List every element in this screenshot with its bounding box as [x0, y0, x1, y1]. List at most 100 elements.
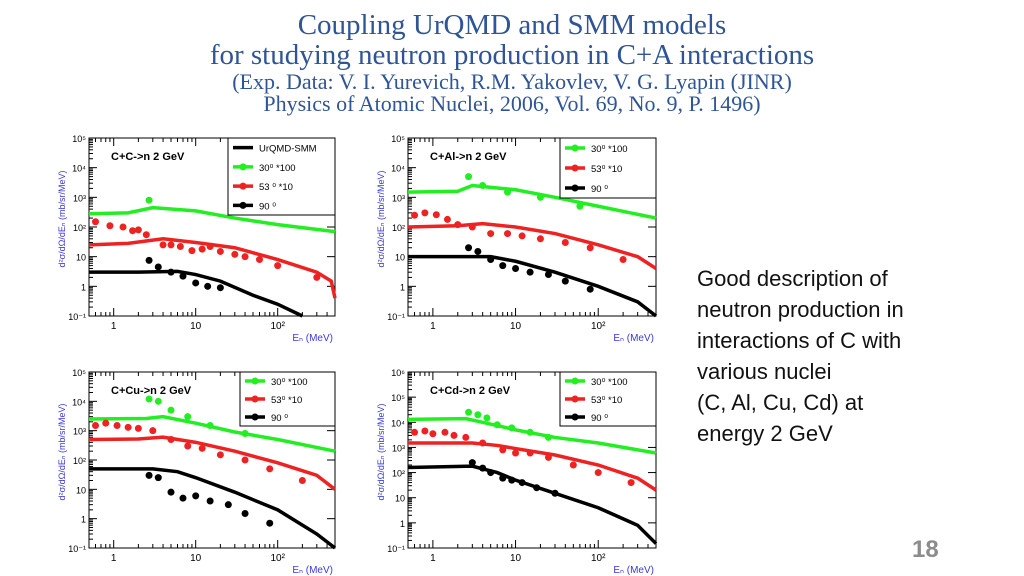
y-tick-label: 1: [400, 282, 405, 292]
data-point: [313, 273, 321, 281]
legend-marker: [571, 144, 579, 152]
chart-1: 1 10 10² 10⁻¹ 1 10 10² 10³ 10⁴ 10⁵ Eₙ (MeV) d²σ/dΩ/…: [57, 134, 337, 344]
data-point: [154, 474, 162, 482]
legend-label: 53⁰ *10: [591, 395, 622, 406]
series-3: [407, 459, 658, 545]
y-tick-label: 10: [395, 494, 405, 504]
data-point: [241, 456, 249, 464]
data-point: [468, 223, 476, 231]
data-point: [526, 449, 534, 457]
y-tick-label: 10⁵: [72, 134, 86, 144]
y-tick-label: 10⁻¹: [68, 312, 86, 322]
x-tick-label: 10²: [591, 321, 606, 332]
data-point: [206, 422, 214, 430]
model-line: [88, 237, 337, 299]
data-point: [204, 282, 212, 290]
data-point: [224, 501, 232, 509]
data-point: [149, 427, 157, 435]
data-point: [479, 182, 487, 190]
chart-4: 1 10 10² 10⁻¹ 1 10 10² 10³ 10⁴ 10⁵ 10⁶ Eₙ (MeV) d²σ/…: [376, 368, 658, 576]
model-line: [89, 467, 337, 550]
data-point: [167, 268, 175, 276]
model-line: [407, 416, 657, 455]
slide-subtitle: for studying neutron production in C+A i…: [209, 39, 815, 71]
legend-label: 53⁰ *10: [591, 164, 622, 175]
data-point: [216, 247, 224, 255]
x-axis-label: Eₙ (MeV): [613, 565, 654, 576]
description-line: various nuclei: [697, 359, 832, 384]
legend-label: UrQMD-SMM: [259, 144, 317, 155]
x-tick-label: 10: [510, 321, 522, 332]
x-axis-label: Eₙ (MeV): [613, 333, 654, 344]
data-point: [154, 397, 162, 405]
description-line: neutron production in: [697, 297, 904, 322]
x-tick-label: 10: [190, 321, 202, 332]
data-point: [167, 406, 175, 414]
data-point: [465, 173, 473, 181]
x-tick-label: 1: [430, 553, 436, 564]
data-point: [91, 422, 99, 430]
y-tick-label: 10⁻¹: [68, 544, 86, 554]
data-point: [274, 262, 282, 270]
y-tick-label: 10²: [73, 223, 86, 233]
data-point: [134, 424, 142, 432]
data-point: [441, 428, 449, 436]
series-3: [408, 244, 658, 318]
data-point: [586, 244, 594, 252]
data-point: [145, 395, 153, 403]
y-tick-label: 10⁴: [391, 418, 405, 428]
data-point: [504, 230, 512, 238]
data-point: [561, 277, 569, 285]
data-point: [465, 408, 473, 416]
x-tick-label: 1: [111, 553, 117, 564]
model-line: [408, 441, 657, 492]
data-point: [443, 215, 451, 223]
model-line: [88, 414, 336, 453]
y-tick-label: 10⁵: [391, 393, 405, 403]
data-point: [167, 435, 175, 443]
data-point: [421, 427, 429, 435]
data-point: [619, 256, 627, 264]
legend-marker: [239, 163, 247, 171]
legend-marker: [571, 184, 579, 192]
data-point: [518, 479, 526, 487]
data-point: [198, 444, 206, 452]
series-1: [407, 173, 657, 220]
legend-marker: [571, 164, 579, 172]
y-tick-label: 1: [400, 519, 405, 529]
data-point: [526, 268, 534, 276]
data-point: [429, 430, 437, 438]
data-point: [106, 222, 114, 230]
y-tick-label: 10³: [392, 443, 405, 453]
y-tick-label: 10: [395, 253, 405, 263]
data-point: [216, 451, 224, 459]
data-point: [544, 271, 552, 279]
data-point: [479, 439, 487, 447]
chart-title: C+Al->n 2 GeV: [430, 151, 507, 163]
data-point: [533, 484, 541, 492]
legend-label: 90 ⁰: [591, 184, 608, 195]
x-tick-label: 10²: [270, 321, 285, 332]
data-point: [241, 253, 249, 261]
data-point: [518, 232, 526, 240]
data-point: [145, 196, 153, 204]
data-point: [113, 422, 121, 430]
x-tick-label: 1: [430, 321, 436, 332]
y-tick-label: 1: [81, 282, 86, 292]
x-axis-label: Eₙ (MeV): [292, 333, 333, 344]
legend-marker: [571, 377, 579, 385]
chart-2: 1 10 10² 10⁻¹ 1 10 10² 10³ 10⁴ 10⁵ Eₙ (MeV) d²σ/dΩ/…: [376, 134, 658, 344]
data-point: [499, 262, 507, 270]
data-point: [551, 489, 559, 497]
legend-marker: [251, 395, 259, 403]
model-line: [89, 269, 304, 318]
y-tick-label: 10⁵: [72, 368, 86, 378]
y-axis-label: d²σ/dΩ/dEₙ (mb/sr/MeV): [376, 171, 386, 268]
legend-label: 53 ⁰ *10: [259, 182, 293, 193]
data-point: [145, 256, 153, 264]
data-point: [487, 230, 495, 238]
data-point: [499, 446, 507, 454]
legend-marker: [239, 201, 247, 209]
model-line: [408, 254, 658, 318]
